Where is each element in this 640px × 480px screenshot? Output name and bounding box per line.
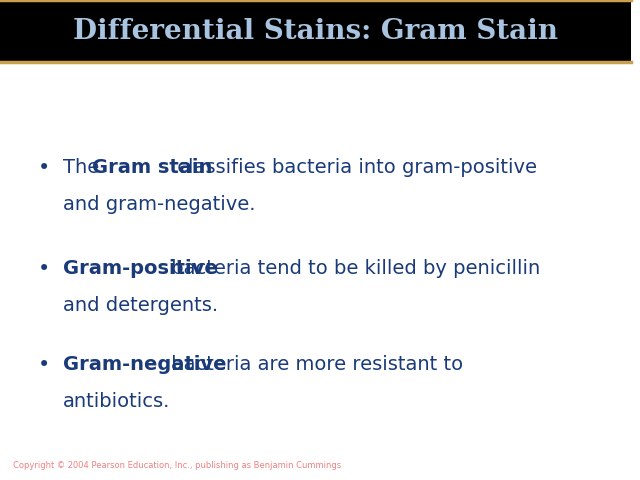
- Text: classifies bacteria into gram-positive: classifies bacteria into gram-positive: [170, 158, 536, 178]
- Text: antibiotics.: antibiotics.: [63, 392, 170, 411]
- FancyBboxPatch shape: [0, 0, 631, 62]
- Text: bacteria are more resistant to: bacteria are more resistant to: [165, 355, 463, 374]
- Text: •: •: [38, 158, 51, 179]
- Text: Differential Stains: Gram Stain: Differential Stains: Gram Stain: [73, 18, 558, 45]
- Text: and gram-negative.: and gram-negative.: [63, 195, 255, 215]
- Text: Gram stain: Gram stain: [92, 158, 212, 178]
- Text: The: The: [63, 158, 106, 178]
- Text: bacteria tend to be killed by penicillin: bacteria tend to be killed by penicillin: [165, 259, 540, 278]
- Text: Gram-negative: Gram-negative: [63, 355, 227, 374]
- Text: and detergents.: and detergents.: [63, 296, 218, 315]
- Text: •: •: [38, 355, 51, 375]
- Text: Gram-positive: Gram-positive: [63, 259, 218, 278]
- Text: •: •: [38, 259, 51, 279]
- Text: Copyright © 2004 Pearson Education, Inc., publishing as Benjamin Cummings: Copyright © 2004 Pearson Education, Inc.…: [13, 461, 340, 470]
